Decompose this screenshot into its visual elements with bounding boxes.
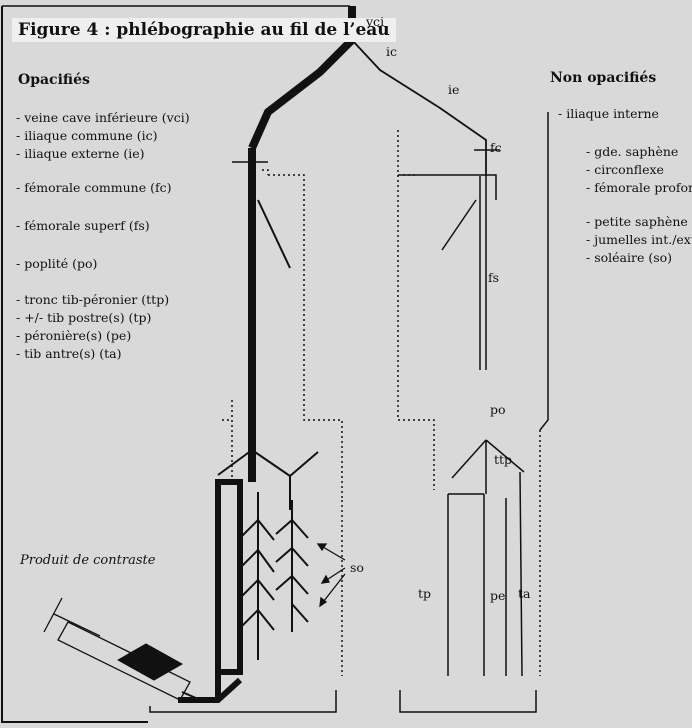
right-profunda-branch xyxy=(441,199,477,251)
label-fs: fs xyxy=(488,270,500,285)
right-leg-outline-right xyxy=(539,112,549,431)
right-iliac-outline xyxy=(400,174,497,200)
list-item: - tib antre(s) (ta) xyxy=(16,346,122,361)
figure-title: Figure 4 : phlébographie au fil de l’eau xyxy=(12,18,396,42)
list-item: - poplité (po) xyxy=(16,256,98,271)
non-opacified-heading: Non opacifiés xyxy=(550,70,657,86)
label-tp: tp xyxy=(418,586,432,601)
list-item: - gde. saphène xyxy=(586,144,679,159)
contrast-caption: Produit de contraste xyxy=(20,553,156,568)
list-item: - soléaire (so) xyxy=(586,250,673,265)
right-femoral-outline xyxy=(474,149,500,370)
common-iliac-vessel xyxy=(248,37,355,150)
label-pe: pe xyxy=(490,588,506,603)
left-foot-vessel xyxy=(178,677,243,703)
syringe-icon xyxy=(43,597,197,701)
list-item: - veine cave inférieure (vci) xyxy=(16,110,190,125)
right-iliac-vessel xyxy=(351,39,487,176)
left-foot-outline xyxy=(149,690,337,713)
left-leg-outline-dotted xyxy=(262,169,343,500)
right-tibial-outline xyxy=(447,471,523,677)
list-item: - iliaque externe (ie) xyxy=(16,146,145,161)
label-ta: ta xyxy=(518,586,531,601)
list-item: - iliaque interne xyxy=(558,106,659,121)
label-ttp: ttp xyxy=(494,452,513,467)
so-arrows xyxy=(316,543,346,608)
list-item: - petite saphène xyxy=(586,214,688,229)
figure-border xyxy=(1,6,148,723)
label-ie: ie xyxy=(448,82,460,97)
list-item: - iliaque commune (ic) xyxy=(16,128,158,143)
label-ic: ic xyxy=(386,44,397,59)
list-item: - jumelles int./ext. xyxy=(586,232,692,247)
left-leg-knee-dotted xyxy=(222,400,233,480)
label-so: so xyxy=(350,560,364,575)
label-vci: vci xyxy=(366,14,385,29)
list-item: - fémorale superf (fs) xyxy=(16,218,150,233)
list-item: - tronc tib-péronier (ttp) xyxy=(16,292,170,307)
tibial-vessel xyxy=(215,479,243,675)
soleal-branches xyxy=(241,492,309,660)
list-item: - fémorale profonde xyxy=(586,180,692,195)
list-item: - fémorale commune (fc) xyxy=(16,180,172,195)
profunda-branch xyxy=(257,199,291,269)
opacified-heading: Opacifiés xyxy=(18,72,90,88)
list-item: - circonflexe xyxy=(586,162,664,177)
popliteal-branches xyxy=(217,449,319,510)
right-foot-outline xyxy=(399,690,537,713)
list-item: - péronière(s) (pe) xyxy=(16,328,132,343)
label-po: po xyxy=(490,402,506,417)
right-leg-outline-dotted xyxy=(397,130,435,490)
label-fc: fc xyxy=(490,140,502,155)
list-item: - +/- tib postre(s) (tp) xyxy=(16,310,152,325)
right-popliteal-branches xyxy=(451,439,525,494)
